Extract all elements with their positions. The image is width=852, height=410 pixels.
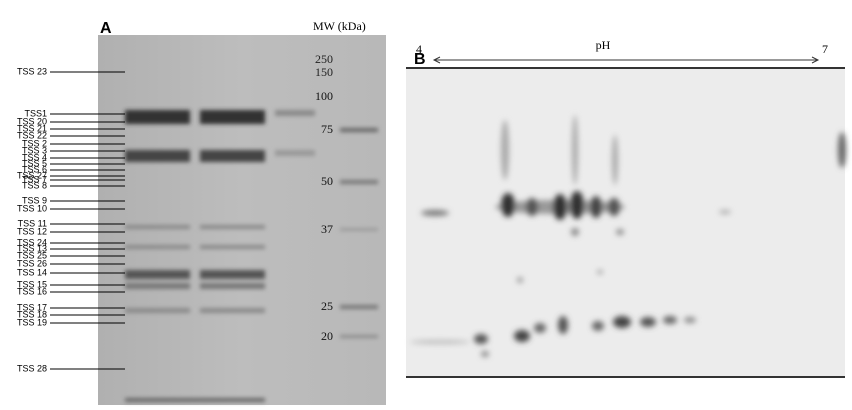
band-label: TSS 9 (22, 195, 47, 205)
band-label: TSS 10 (17, 203, 47, 213)
band-label: TSS 5 (22, 158, 47, 168)
band-label: TSS 23 (17, 66, 47, 76)
ph-high: 7 (822, 42, 828, 56)
band-label: TSS 27 (17, 170, 47, 180)
mw-label: 150 (315, 65, 333, 79)
mw-label: 37 (321, 222, 333, 236)
gel-a-bands (125, 110, 378, 402)
gel-b (406, 68, 845, 377)
band-label: TSS 13 (17, 243, 47, 253)
band-label: TSS 24 (17, 237, 47, 247)
mw-label: 75 (321, 122, 333, 136)
gel-a (98, 35, 386, 405)
band-label: TSS 21 (17, 123, 47, 133)
band-label: TSS 19 (17, 317, 47, 327)
band-label: TSS 16 (17, 286, 47, 296)
band-label: TSS 17 (17, 302, 47, 312)
mw-label: 250 (315, 52, 333, 66)
mw-label: 50 (321, 174, 333, 188)
mw-label: 100 (315, 89, 333, 103)
band-label: TSS 26 (17, 258, 47, 268)
band-label: TSS 2 (22, 138, 47, 148)
band-label: TSS 6 (22, 164, 47, 174)
band-label: TSS 7 (22, 174, 47, 184)
panel-label: B (414, 51, 426, 68)
band-label: TSS 25 (17, 250, 47, 260)
band-label: TSS1 (24, 108, 47, 118)
ph-title: pH (596, 38, 611, 52)
ph-low: 4 (416, 42, 422, 56)
mw-title: MW (kDa) (313, 19, 366, 33)
mw-label: 25 (321, 299, 333, 313)
band-label: TSS 11 (18, 218, 47, 228)
band-label: TSS 18 (17, 309, 47, 319)
mw-label: 20 (321, 329, 333, 343)
band-label: TSS 3 (22, 145, 47, 155)
band-label: TSS 28 (17, 363, 47, 373)
band-label: TSS 8 (22, 180, 47, 190)
band-label: TSS 20 (17, 116, 47, 126)
panel-label: A (100, 20, 112, 37)
band-label: TSS 14 (17, 267, 47, 277)
band-label: TSS 15 (17, 279, 47, 289)
band-label: TSS 4 (22, 152, 47, 162)
band-label: TSS 12 (17, 226, 47, 236)
gel-b-spots (410, 115, 846, 357)
band-label: TSS 22 (17, 130, 47, 140)
ph-arrow (432, 56, 820, 64)
